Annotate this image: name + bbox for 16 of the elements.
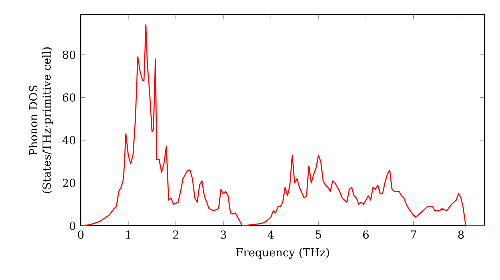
y-tick-label: 0 [70, 222, 76, 230]
x-tick-label: 5 [316, 230, 322, 239]
y-axis-title: Phonon DOS (States/THz·primitive cell) [29, 48, 54, 194]
y-tick-label: 80 [63, 50, 76, 60]
x-tick-label: 0 [78, 230, 84, 240]
x-axis-title: Frequency (THz) [236, 248, 330, 259]
x-tick-label: 4 [268, 230, 274, 239]
x-tick-label: 1 [126, 230, 130, 239]
y-tick-label: 20 [63, 179, 76, 188]
x-tick-label: 8 [458, 230, 464, 240]
x-tick-label: 7 [411, 230, 416, 239]
x-tick-label: 2 [173, 230, 178, 239]
x-tick-label: 6 [363, 230, 369, 240]
y-tick-label: 60 [63, 94, 76, 102]
y-tick-label: 40 [62, 136, 76, 145]
x-tick-label: 3 [220, 230, 226, 240]
